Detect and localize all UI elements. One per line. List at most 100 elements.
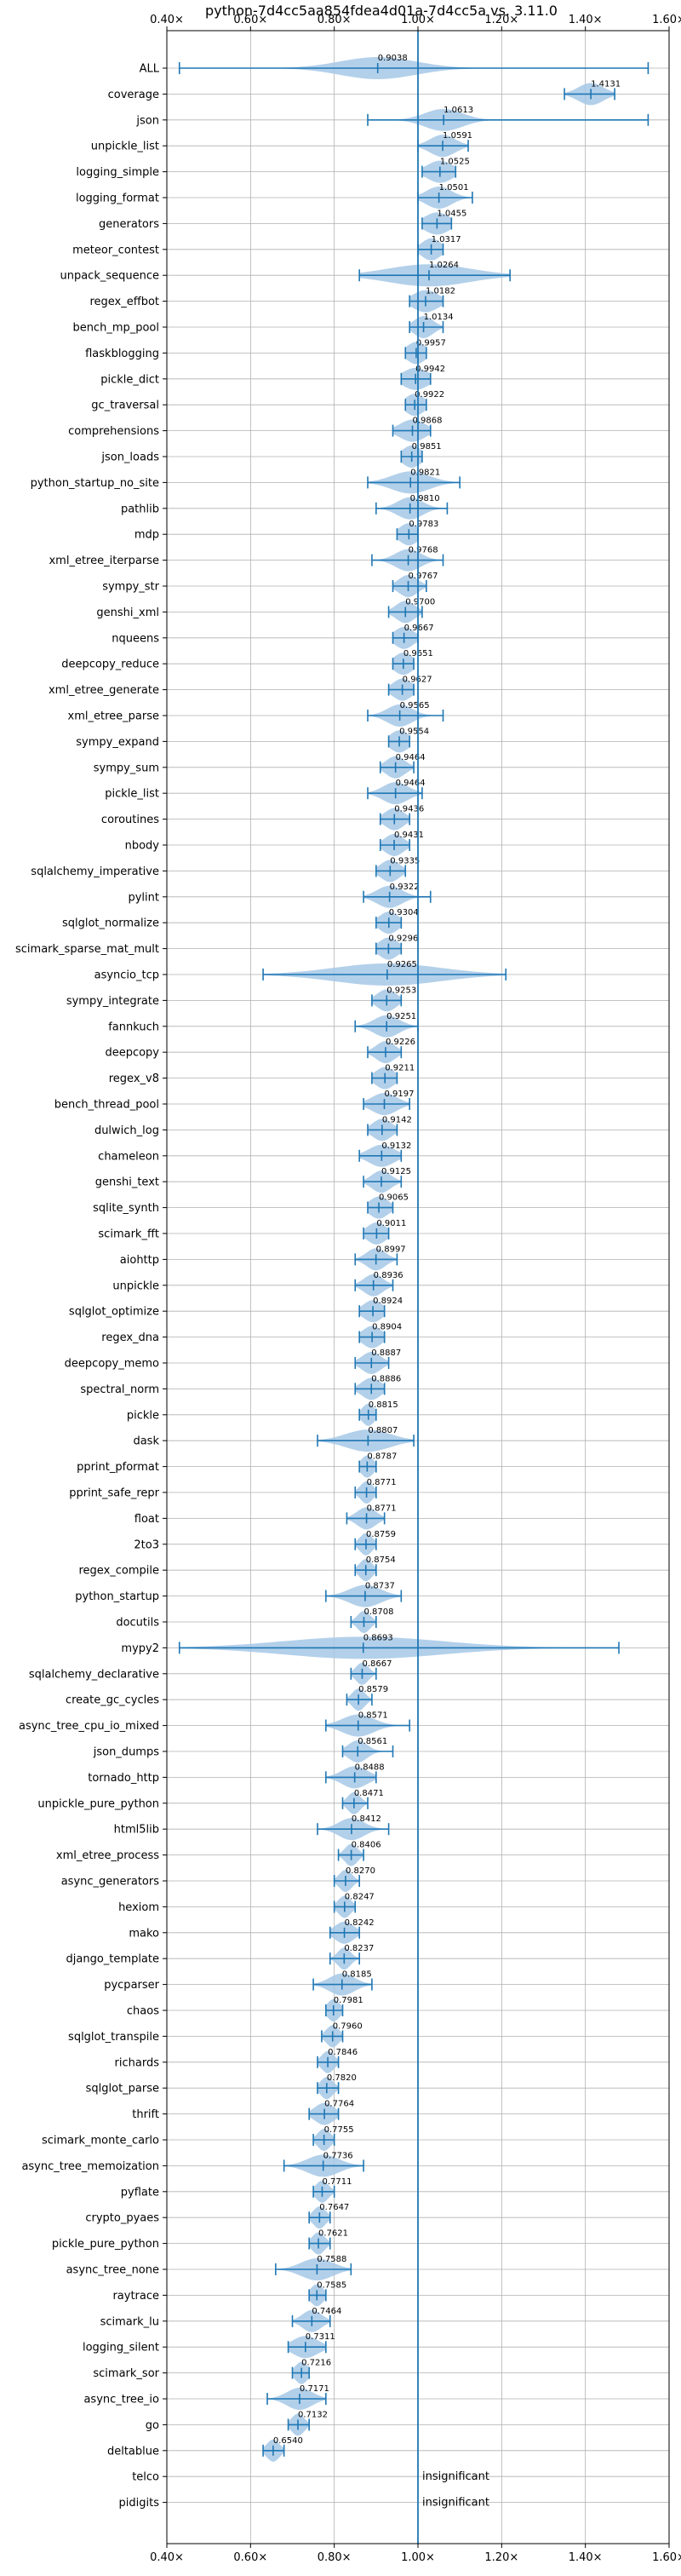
category-label: genshi_text xyxy=(95,1176,159,1189)
value-label: 0.7132 xyxy=(298,2410,328,2419)
category-label: sqlglot_optimize xyxy=(69,1306,159,1319)
category-label: json xyxy=(135,114,159,127)
category-label: xml_etree_generate xyxy=(49,684,159,697)
category-label: meteor_contest xyxy=(72,244,159,256)
category-label: mako xyxy=(129,1927,159,1940)
category-label: create_gc_cycles xyxy=(66,1694,159,1707)
category-label: asyncio_tcp xyxy=(94,969,159,982)
value-label: 0.9132 xyxy=(381,1141,411,1151)
value-label: 0.7621 xyxy=(318,2229,348,2239)
category-label: sqlite_synth xyxy=(93,1202,159,1215)
value-label: 0.7588 xyxy=(317,2255,346,2264)
value-label: 0.6540 xyxy=(273,2436,303,2446)
value-label: 0.9253 xyxy=(386,986,416,995)
category-label: json_dumps xyxy=(93,1746,159,1759)
category-label: unpickle xyxy=(112,1279,159,1292)
category-label: django_template xyxy=(66,1953,159,1966)
category-label: xml_etree_parse xyxy=(68,710,159,723)
value-label: 1.0455 xyxy=(437,209,466,218)
category-label: logging_format xyxy=(76,193,159,205)
value-label: 0.9942 xyxy=(415,365,445,374)
value-label: 0.8759 xyxy=(366,1530,396,1539)
category-label: go xyxy=(146,2419,159,2432)
category-label: chaos xyxy=(127,2005,159,2018)
value-label: 0.9851 xyxy=(412,442,442,451)
value-label: 1.0317 xyxy=(432,235,461,244)
category-label: nqueens xyxy=(112,632,159,645)
value-label: 0.8807 xyxy=(368,1426,398,1435)
category-label: sqlalchemy_declarative xyxy=(29,1668,159,1681)
category-label: pathlib xyxy=(121,503,159,515)
category-label: regex_effbot xyxy=(89,296,159,308)
category-label: scimark_lu xyxy=(100,2315,159,2328)
insignificant-label: insignificant xyxy=(422,2470,489,2483)
category-label: dulwich_log xyxy=(94,1124,159,1137)
value-label: 0.8237 xyxy=(344,1944,374,1953)
category-label: unpickle_pure_python xyxy=(37,1797,159,1810)
category-label: json_loads xyxy=(100,451,159,464)
category-label: sqlglot_transpile xyxy=(68,2031,159,2044)
value-label: 0.9436 xyxy=(394,805,424,814)
value-label: 0.8887 xyxy=(371,1348,401,1358)
value-label: 0.8247 xyxy=(345,1892,375,1901)
value-label: 0.7585 xyxy=(317,2280,346,2290)
category-label: regex_dna xyxy=(101,1331,159,1344)
value-label: 0.9142 xyxy=(382,1115,412,1124)
category-label: richards xyxy=(115,2056,160,2069)
category-label: pylint xyxy=(128,891,159,904)
value-label: 0.9464 xyxy=(396,753,426,762)
insignificant-label: insignificant xyxy=(422,2497,489,2510)
value-label: 0.9296 xyxy=(388,934,418,944)
value-label: 0.8708 xyxy=(363,1607,393,1617)
value-label: 0.9667 xyxy=(404,624,434,633)
category-label: pycparser xyxy=(104,1979,159,1992)
value-label: 0.8737 xyxy=(365,1582,395,1591)
value-label: 0.7171 xyxy=(300,2384,329,2394)
value-label: 0.8815 xyxy=(369,1400,398,1410)
category-label: sympy_expand xyxy=(76,736,159,749)
category-label: pidigits xyxy=(119,2497,160,2510)
value-label: 0.8904 xyxy=(372,1323,402,1332)
x-tick-label-top: 1.00× xyxy=(401,14,435,26)
chart-title: python-7d4cc5aa854fdea4d01a-7d4cc5a vs. … xyxy=(205,3,558,19)
value-label: 0.9304 xyxy=(389,908,419,917)
value-label: 0.8997 xyxy=(376,1245,406,1254)
value-label: 0.9957 xyxy=(416,338,446,348)
value-label: 0.9335 xyxy=(390,856,420,865)
value-label: 0.8488 xyxy=(355,1762,385,1772)
category-label: regex_v8 xyxy=(109,1072,159,1085)
category-label: async_tree_none xyxy=(66,2264,159,2277)
category-label: logging_simple xyxy=(76,166,159,179)
value-label: 0.8667 xyxy=(362,1659,392,1669)
category-label: telco xyxy=(132,2471,159,2484)
value-label: 0.9810 xyxy=(410,494,440,503)
value-label: 0.9226 xyxy=(386,1038,415,1047)
plot-frame xyxy=(166,30,670,2544)
category-label: python_startup_no_site xyxy=(31,477,159,490)
value-label: 0.9322 xyxy=(390,883,420,892)
violin-layer: 0.9038 1.4131 1.0613 1.0591 1.0525 1.0501 1.04… xyxy=(178,54,650,2510)
value-label: 0.9265 xyxy=(387,960,417,969)
category-label: scimark_sparse_mat_mult xyxy=(15,943,159,956)
category-label: html5lib xyxy=(114,1824,159,1837)
category-label: coroutines xyxy=(101,814,159,826)
category-label: pickle_list xyxy=(105,788,159,801)
category-label: crypto_pyaes xyxy=(85,2212,159,2225)
category-label: sqlglot_parse xyxy=(86,2083,159,2096)
x-tick-label-top: 0.80× xyxy=(318,14,352,26)
value-label: 0.8787 xyxy=(367,1452,397,1462)
x-tick-label-bottom: 1.20× xyxy=(484,2551,518,2564)
value-label: 0.9065 xyxy=(379,1193,409,1203)
value-label: 0.9768 xyxy=(409,546,438,555)
category-label: mdp xyxy=(134,529,159,542)
x-tick-label-bottom: 1.40× xyxy=(569,2551,603,2564)
category-label: async_tree_io xyxy=(83,2394,159,2406)
category-label: float xyxy=(134,1513,159,1526)
value-label: 1.0591 xyxy=(443,131,472,141)
x-tick-label-bottom: 0.40× xyxy=(150,2551,184,2564)
value-label: 0.9197 xyxy=(385,1090,415,1099)
x-tick-label-bottom: 0.60× xyxy=(233,2551,267,2564)
value-label: 0.8561 xyxy=(358,1737,387,1746)
value-label: 0.7216 xyxy=(301,2359,331,2368)
